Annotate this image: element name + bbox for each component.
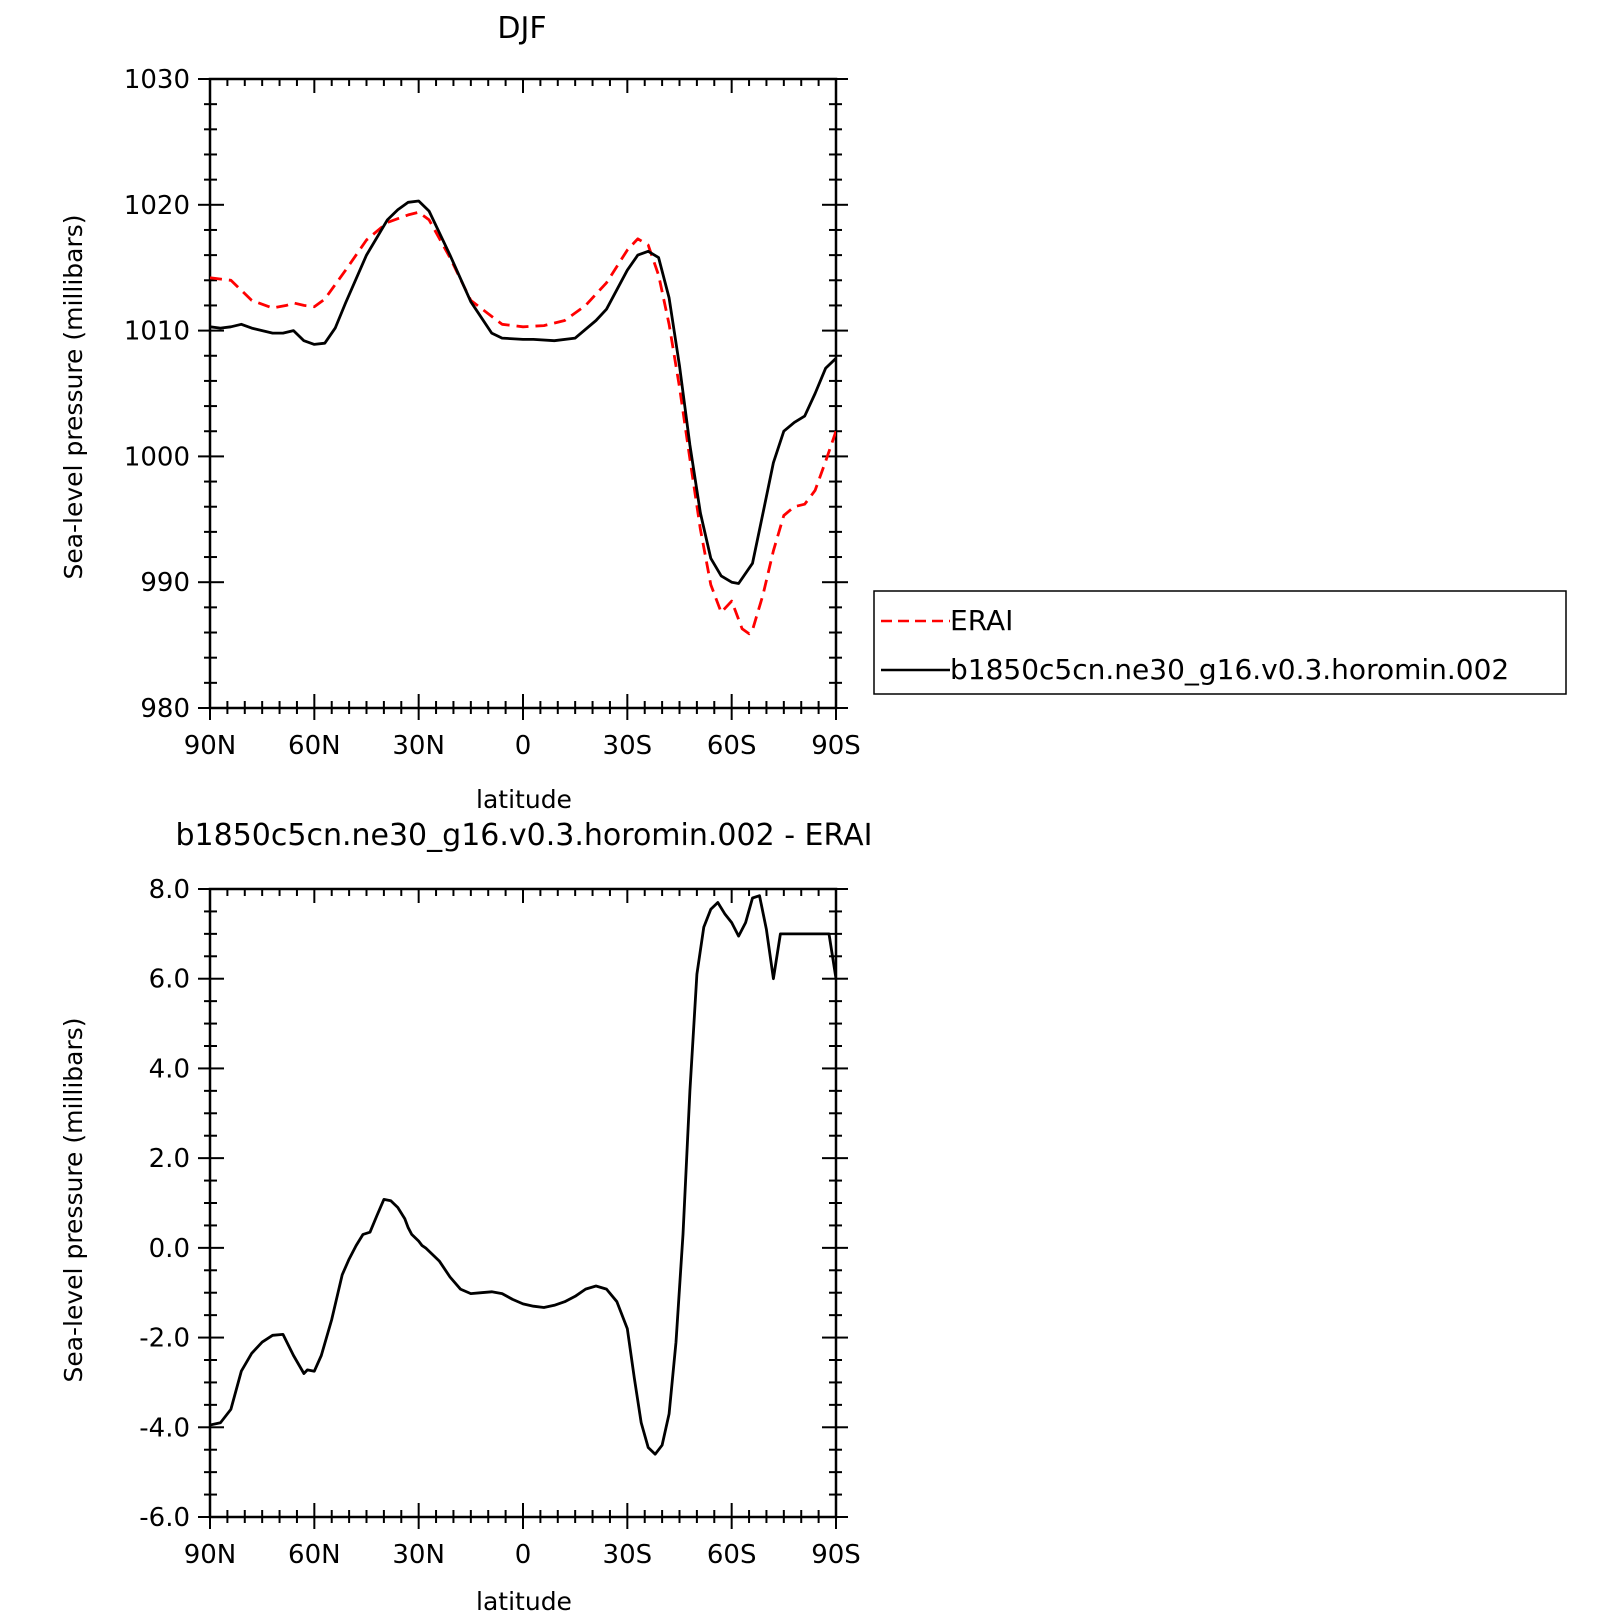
top-x-tick-label: 0	[515, 731, 532, 761]
top-y-axis-label: Sea-level pressure (millibars)	[59, 214, 88, 579]
bottom-y-tick-label: -6.0	[139, 1503, 190, 1533]
bottom-x-tick-label: 90S	[811, 1540, 861, 1570]
top-plot-frame	[208, 77, 838, 710]
bottom-y-tick-label: 6.0	[149, 965, 190, 995]
bottom-x-tick-label: 0	[515, 1540, 532, 1570]
top-y-tick-label: 1020	[124, 191, 190, 221]
bottom-x-tick-label: 60S	[707, 1540, 757, 1570]
top-plot-area: 90N 60N 30N 0 30S 60S 90S 980 990 1000 1010 1020 103…	[124, 65, 861, 761]
top-y-tick-label: 1030	[124, 65, 190, 95]
top-y-tick-label: 980	[140, 694, 190, 724]
legend: ERAI b1850c5cn.ne30_g16.v0.3.horomin.002	[873, 590, 1567, 695]
bottom-x-tick-label: 30N	[392, 1540, 445, 1570]
top-x-tick-label: 60N	[288, 731, 341, 761]
bottom-panel-difference: b1850c5cn.ne30_g16.v0.3.horomin.002 - ER…	[59, 818, 873, 1613]
top-panel-title: DJF	[497, 11, 546, 46]
top-y-tick-label: 1000	[124, 442, 190, 472]
bottom-y-tick-label: 4.0	[149, 1054, 190, 1084]
bottom-y-tick-label: -2.0	[139, 1324, 190, 1354]
bottom-series-difference-line	[210, 894, 836, 1456]
bottom-panel-title: b1850c5cn.ne30_g16.v0.3.horomin.002 - ER…	[175, 818, 872, 853]
top-x-tick-label: 30N	[392, 731, 445, 761]
legend-erai-label: ERAI	[950, 604, 1013, 637]
top-panel-mean-slp: DJF 90N 60N 30N 0 30S 60S 90S 980 990 1000 1010 102…	[59, 11, 1567, 814]
bottom-y-axis-label: Sea-level pressure (millibars)	[59, 1017, 88, 1382]
top-x-tick-label: 90S	[811, 731, 861, 761]
top-y-tick-label: 1010	[124, 317, 190, 347]
bottom-x-tick-label: 60N	[288, 1540, 341, 1570]
bottom-x-axis-label: latitude	[476, 1587, 572, 1613]
bottom-x-tick-label: 30S	[603, 1540, 653, 1570]
bottom-y-tick-label: 2.0	[149, 1144, 190, 1174]
top-series-b1850c5cn-line	[210, 199, 836, 585]
bottom-y-tick-label: 0.0	[149, 1234, 190, 1264]
legend-model-label: b1850c5cn.ne30_g16.v0.3.horomin.002	[950, 653, 1509, 686]
bottom-y-tick-label: -4.0	[139, 1413, 190, 1443]
bottom-plot-frame	[208, 887, 838, 1519]
top-x-tick-label: 60S	[707, 731, 757, 761]
legend-box	[873, 590, 1567, 695]
bottom-y-tick-label: 8.0	[149, 875, 190, 905]
top-x-axis-label: latitude	[476, 785, 572, 814]
bottom-x-tick-label: 90N	[184, 1540, 237, 1570]
top-x-tick-label: 30S	[603, 731, 653, 761]
top-y-tick-label: 990	[140, 568, 190, 598]
bottom-plot-area: 90N 60N 30N 0 30S 60S 90S -6.0 -4.0 -2.0 0.0 2.0 4.0…	[139, 875, 861, 1570]
top-x-tick-label: 90N	[184, 731, 237, 761]
top-series-erai-line	[210, 210, 836, 636]
